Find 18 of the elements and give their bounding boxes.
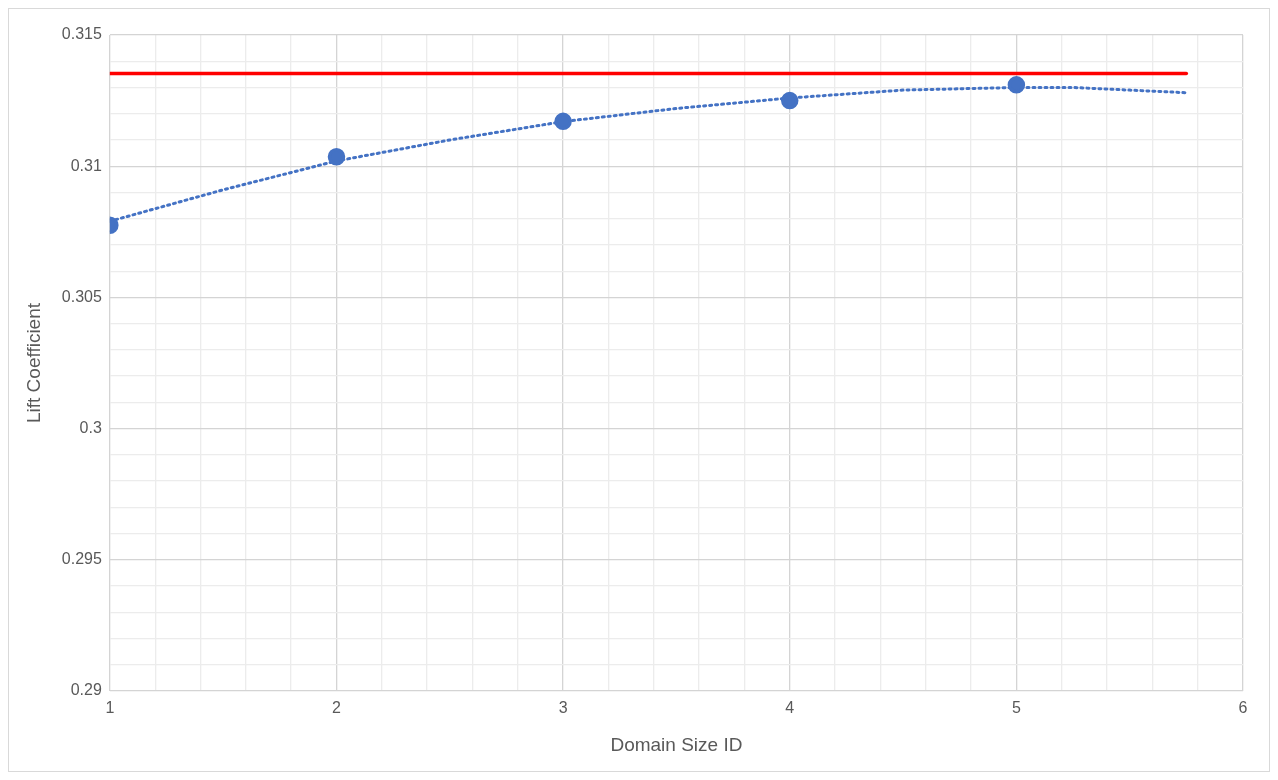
point — [327, 148, 346, 166]
x-tick-label: 1 — [105, 699, 115, 717]
y-tick-label: 0.29 — [70, 681, 102, 699]
point — [1007, 76, 1026, 94]
x-tick-label: 2 — [332, 699, 342, 717]
point — [780, 91, 799, 110]
y-tick-label: 0.305 — [61, 287, 102, 305]
y-tick-label: 0.315 — [61, 25, 102, 43]
y-tick-label: 0.31 — [70, 156, 102, 174]
point — [554, 112, 572, 131]
x-tick-label: 5 — [1011, 699, 1021, 717]
x-tick-label: 6 — [1238, 699, 1248, 717]
y-axis-title: Lift Coefficient — [22, 302, 44, 424]
x-tick-label: 3 — [558, 699, 568, 717]
x-axis-title: Domain Size ID — [610, 733, 743, 755]
x-tick-label: 4 — [785, 699, 795, 717]
y-tick-label: 0.3 — [79, 419, 102, 437]
y-tick-label: 0.295 — [61, 550, 102, 568]
